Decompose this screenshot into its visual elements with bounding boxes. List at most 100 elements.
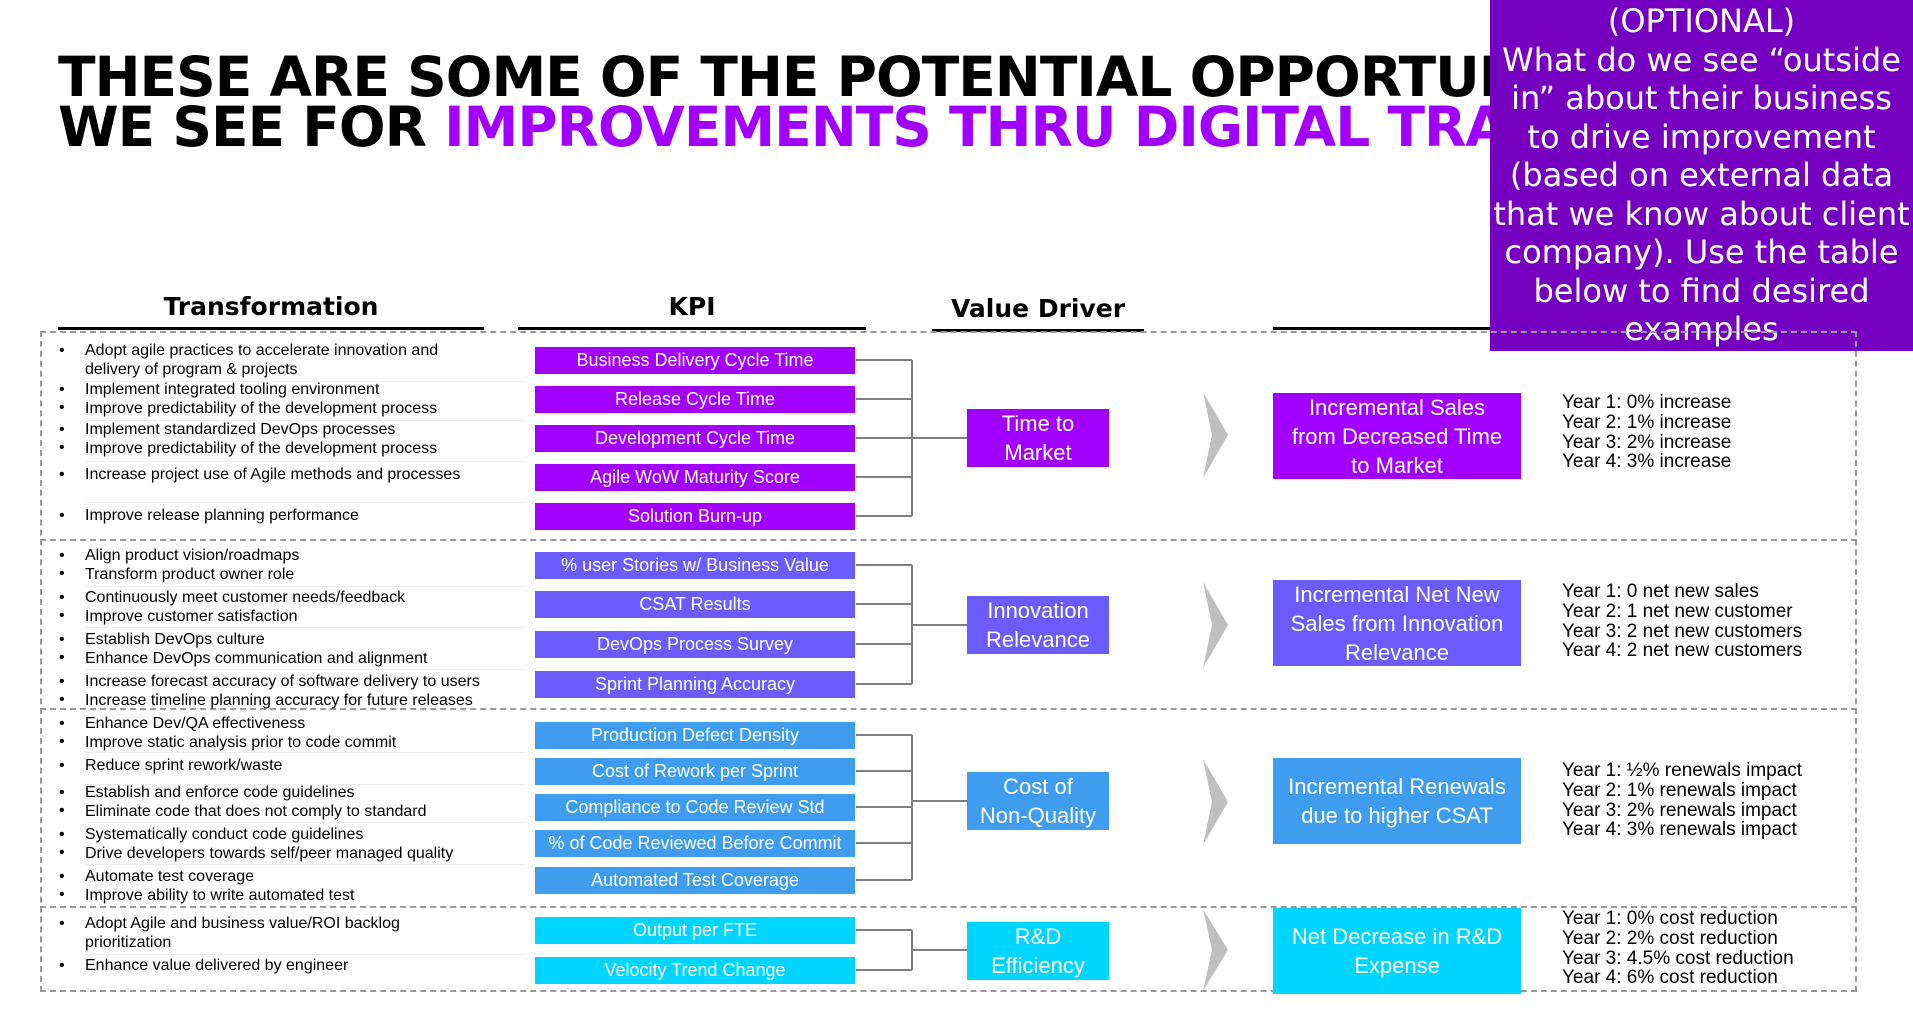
bullet-line: Improve customer satisfaction (85, 607, 298, 625)
bullet-line: Automate test coverage (85, 868, 254, 885)
bullet-line: Systematically conduct code guidelines (85, 826, 364, 843)
header-value-driver: Value Driver (932, 294, 1144, 332)
transformation-item: • Adopt agile practices to accelerate inn… (59, 342, 525, 379)
outcome-line: Relevance (1345, 639, 1449, 665)
outcome-line: Incremental Sales (1308, 394, 1486, 420)
bullet-line: Align product vision/roadmaps (85, 547, 300, 564)
callout-line: examples (1624, 310, 1779, 348)
outcome-box: Incremental Renewals due to higher CSAT (1273, 758, 1521, 844)
outcome-line: Sales from Innovation (1290, 610, 1504, 636)
title-line-2: WE SEE FOR IMPROVEMENTS THRU DIGITAL TRA… (58, 100, 1498, 153)
bullet-line: Eliminate code that does not comply to s… (85, 802, 427, 820)
value-driver-line: Non-Quality (979, 803, 1097, 828)
kpi-box: Sprint Planning Accuracy (535, 671, 855, 698)
row-separator (85, 502, 525, 503)
kpi-box: Automated Test Coverage (535, 867, 855, 894)
table-frame (40, 331, 1857, 992)
section-divider (40, 708, 1857, 710)
value-driver-box: Innovation Relevance (967, 596, 1109, 654)
outcome-line: to Market (1351, 452, 1443, 478)
bullet-icon: • (59, 784, 65, 801)
bullet-line: Increase forecast accuracy of software d… (85, 673, 480, 690)
bullet-icon: • (59, 957, 65, 974)
bullet-icon: • (59, 826, 65, 843)
title-line-2-prefix: WE SEE FOR (58, 95, 445, 153)
bullet-line: Enhance Dev/QA effectiveness (85, 715, 306, 732)
bullet-line: prioritization (85, 933, 172, 951)
value-driver-line: Time to (1001, 411, 1075, 436)
bullet-line: Increase timeline planning accuracy for … (85, 691, 473, 709)
kpi-box: % of Code Reviewed Before Commit (535, 830, 855, 857)
row-separator (85, 752, 525, 753)
callout-line: that we know about client (1493, 194, 1910, 233)
bullet-line: Establish DevOps culture (85, 631, 265, 648)
chevron-right-icon (1203, 392, 1228, 478)
section-divider (40, 331, 1857, 333)
chevron-right-icon (1203, 909, 1228, 991)
row-separator (85, 954, 525, 955)
value-driver-box: R&D Efficiency (967, 922, 1109, 980)
page-title: THESE ARE SOME OF THE POTENTIAL OPPORTUN… (58, 52, 1498, 152)
bullet-line: delivery of program & projects (85, 360, 298, 378)
bullet-icon: • (59, 589, 65, 606)
transformation-item: • • Align product vision/roadmaps Transform… (59, 547, 525, 584)
bullet-icon: • (59, 342, 65, 359)
title-line-1: THESE ARE SOME OF THE POTENTIAL OPPORTUN… (58, 52, 1498, 109)
outcome-line: from Decreased Time (1291, 423, 1503, 449)
bullet-icon: • (59, 757, 65, 774)
kpi-box: Production Defect Density (535, 722, 855, 749)
bullet-line: Transform product owner role (85, 565, 295, 583)
year-impact: Year 1: ½% renewals impact (1562, 760, 1803, 781)
bullet-line: Enhance value delivered by engineer (85, 957, 349, 974)
transformation-item: • • Continuously meet customer needs/feedb… (59, 589, 525, 626)
value-driver-line: Innovation (987, 598, 1089, 623)
year-impact: Year 3: 2% increase (1562, 431, 1732, 453)
transformation-item: • • Enhance Dev/QA effectiveness Improve st… (59, 715, 525, 752)
year-impact: Year 1: 0 net new sales (1562, 581, 1759, 602)
kpi-box: Solution Burn-up (535, 503, 855, 530)
section-divider (40, 539, 1857, 541)
row-separator (85, 864, 525, 865)
bullet-line: Improve release planning performance (85, 507, 359, 524)
transformation-item: • Improve release planning performance (59, 507, 525, 526)
bullet-line: Enhance DevOps communication and alignme… (85, 649, 428, 667)
year-impact: Year 4: 3% increase (1562, 451, 1732, 473)
year-impact-list: Year 1: 0 net new sales Year 2: 1 net new… (1562, 582, 1802, 661)
transformation-item: • Enhance value delivered by engineer (59, 957, 525, 976)
transformation-item: • • Systematically conduct code guidelines… (59, 826, 525, 863)
bullet-icon: • (59, 715, 65, 732)
callout-line: below to find desired (1533, 271, 1870, 310)
bullet-icon: • (59, 844, 65, 861)
kpi-box: Cost of Rework per Sprint (535, 758, 855, 785)
year-impact-list: Year 1: 0% increase Year 2: 1% increase Ye… (1562, 393, 1731, 472)
row-separator (85, 784, 525, 785)
bullet-line: Improve predictability of the developmen… (85, 399, 438, 417)
value-driver-line: Market (1004, 440, 1072, 465)
header-transformation: Transformation (58, 292, 484, 330)
year-impact: Year 2: 2% cost reduction (1562, 927, 1778, 949)
row-separator (85, 586, 525, 587)
row-separator (85, 627, 525, 628)
bullet-line: Drive developers towards self/peer manag… (85, 844, 454, 862)
bullet-icon: • (59, 802, 65, 819)
bullet-icon: • (59, 649, 65, 666)
bullet-line: Increase project use of Agile methods an… (85, 466, 461, 483)
bullet-icon: • (59, 673, 65, 690)
transformation-item: • • Establish DevOps culture Enhance DevOps… (59, 631, 525, 668)
bullet-line: Adopt Agile and business value/ROI backl… (85, 915, 400, 932)
chevron-right-icon (1203, 759, 1228, 845)
value-driver-line: Relevance (986, 627, 1090, 652)
bullet-line: Implement standardized DevOps processes (85, 421, 396, 438)
transformation-item: • • Automate test coverage Improve ability … (59, 868, 525, 905)
year-impact-list: Year 1: ½% renewals impact Year 2: 1% ren… (1562, 761, 1802, 840)
transformation-item: • Reduce sprint rework/waste (59, 757, 525, 776)
kpi-box: DevOps Process Survey (535, 631, 855, 658)
transformation-item: • Increase project use of Agile methods a… (59, 466, 525, 485)
transformation-item: • • Implement integrated tooling environme… (59, 381, 525, 418)
kpi-box: % user Stories w/ Business Value (535, 552, 855, 579)
transformation-item: • Adopt Agile and business value/ROI back… (59, 915, 525, 952)
optional-callout: (OPTIONAL) What do we see “outside in” a… (1490, 0, 1913, 351)
year-impact: Year 3: 2% renewals impact (1562, 799, 1797, 821)
bullet-line: Continuously meet customer needs/feedbac… (85, 589, 406, 606)
outcome-box: Incremental Sales from Decreased Time to M… (1273, 393, 1521, 479)
